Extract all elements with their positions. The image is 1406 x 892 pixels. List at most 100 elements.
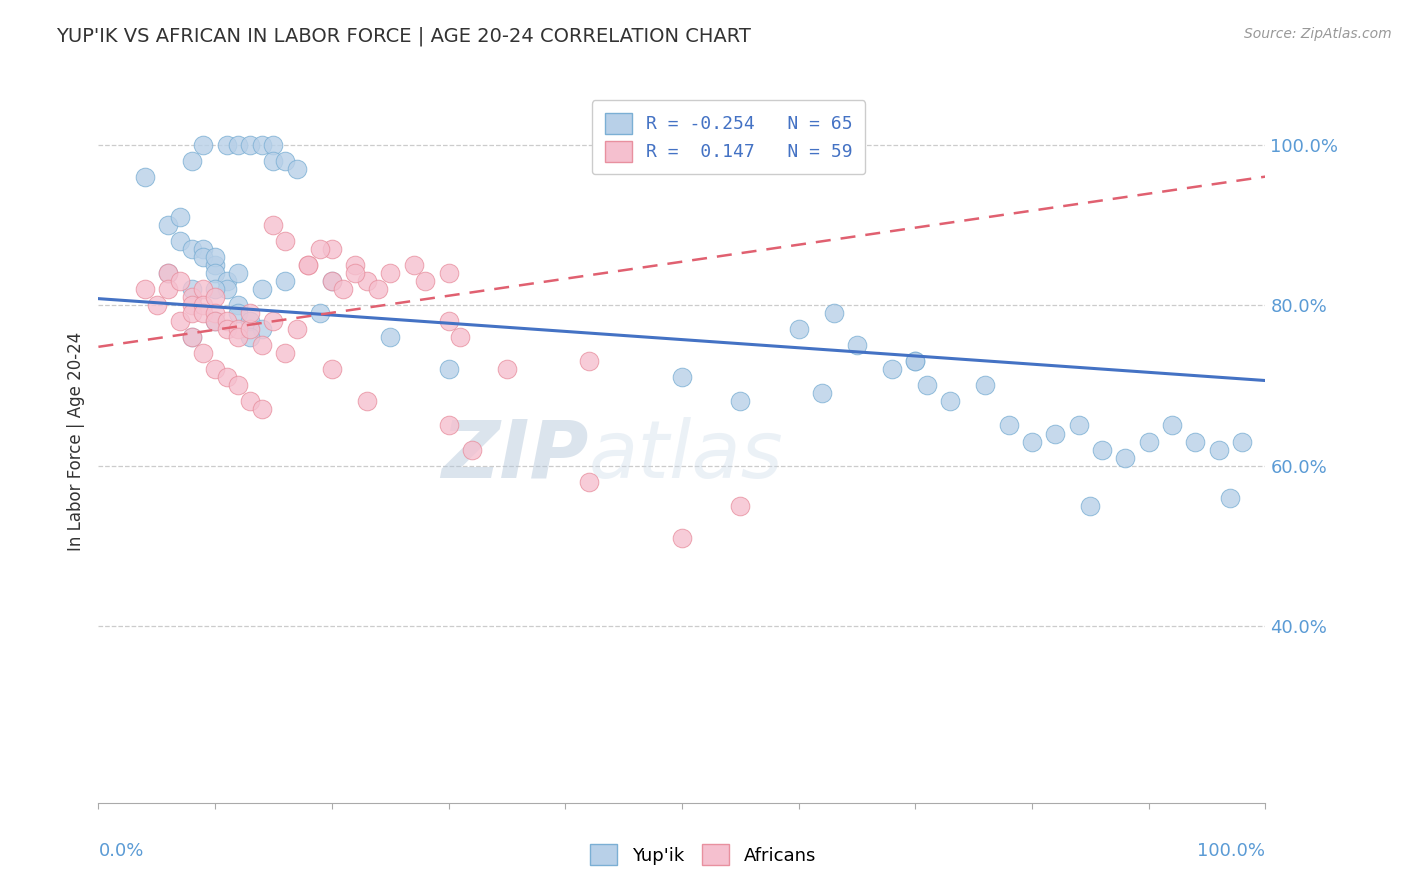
Text: ZIP: ZIP	[441, 417, 589, 495]
Point	[250, 282, 273, 296]
Point	[1080, 499, 1102, 513]
Point	[1021, 434, 1043, 449]
Point	[204, 314, 226, 328]
Point	[285, 322, 308, 336]
Point	[321, 242, 343, 256]
Point	[402, 258, 425, 272]
Text: atlas: atlas	[589, 417, 783, 495]
Point	[1230, 434, 1253, 449]
Point	[157, 266, 180, 280]
Point	[146, 298, 169, 312]
Point	[204, 290, 226, 304]
Point	[1208, 442, 1230, 457]
Point	[180, 282, 202, 296]
Point	[274, 274, 297, 288]
Point	[204, 258, 226, 272]
Point	[228, 322, 250, 336]
Point	[169, 210, 191, 224]
Point	[134, 169, 156, 184]
Point	[671, 370, 693, 384]
Point	[1067, 418, 1090, 433]
Point	[274, 153, 297, 168]
Point	[262, 137, 284, 152]
Text: YUP'IK VS AFRICAN IN LABOR FORCE | AGE 20-24 CORRELATION CHART: YUP'IK VS AFRICAN IN LABOR FORCE | AGE 2…	[56, 27, 751, 46]
Point	[193, 298, 215, 312]
Point	[437, 418, 460, 433]
Text: 100.0%: 100.0%	[1198, 842, 1265, 860]
Y-axis label: In Labor Force | Age 20-24: In Labor Force | Age 20-24	[66, 332, 84, 551]
Point	[250, 322, 273, 336]
Point	[215, 314, 238, 328]
Point	[180, 242, 202, 256]
Point	[730, 394, 752, 409]
Point	[180, 290, 202, 304]
Point	[274, 234, 297, 248]
Point	[204, 306, 226, 320]
Point	[250, 137, 273, 152]
Point	[1137, 434, 1160, 449]
Point	[1161, 418, 1184, 433]
Point	[239, 330, 262, 344]
Point	[169, 234, 191, 248]
Point	[1219, 491, 1241, 505]
Point	[297, 258, 319, 272]
Point	[250, 402, 273, 417]
Point	[1091, 442, 1114, 457]
Point	[193, 242, 215, 256]
Point	[461, 442, 484, 457]
Point	[823, 306, 845, 320]
Point	[180, 153, 202, 168]
Point	[578, 354, 600, 368]
Point	[671, 531, 693, 545]
Point	[309, 306, 332, 320]
Point	[157, 218, 180, 232]
Point	[193, 250, 215, 264]
Point	[169, 274, 191, 288]
Point	[193, 137, 215, 152]
Point	[915, 378, 938, 392]
Point	[157, 282, 180, 296]
Point	[228, 306, 250, 320]
Point	[215, 322, 238, 336]
Point	[811, 386, 834, 401]
Point	[134, 282, 156, 296]
Text: Source: ZipAtlas.com: Source: ZipAtlas.com	[1244, 27, 1392, 41]
Point	[437, 362, 460, 376]
Point	[215, 274, 238, 288]
Point	[262, 153, 284, 168]
Point	[321, 274, 343, 288]
Point	[1114, 450, 1136, 465]
Point	[204, 250, 226, 264]
Point	[309, 242, 332, 256]
Point	[239, 322, 262, 336]
Point	[228, 266, 250, 280]
Point	[228, 298, 250, 312]
Point	[193, 306, 215, 320]
Point	[496, 362, 519, 376]
Legend: Yup'ik, Africans: Yup'ik, Africans	[581, 835, 825, 874]
Point	[239, 306, 262, 320]
Point	[204, 314, 226, 328]
Point	[344, 258, 367, 272]
Point	[321, 362, 343, 376]
Point	[997, 418, 1019, 433]
Point	[846, 338, 869, 352]
Point	[204, 362, 226, 376]
Point	[193, 282, 215, 296]
Point	[228, 137, 250, 152]
Point	[939, 394, 962, 409]
Point	[380, 330, 402, 344]
Point	[250, 338, 273, 352]
Point	[437, 314, 460, 328]
Point	[193, 346, 215, 360]
Point	[239, 394, 262, 409]
Point	[204, 282, 226, 296]
Point	[215, 282, 238, 296]
Point	[321, 274, 343, 288]
Point	[356, 274, 378, 288]
Point	[262, 218, 284, 232]
Point	[169, 314, 191, 328]
Point	[297, 258, 319, 272]
Point	[437, 266, 460, 280]
Point	[380, 266, 402, 280]
